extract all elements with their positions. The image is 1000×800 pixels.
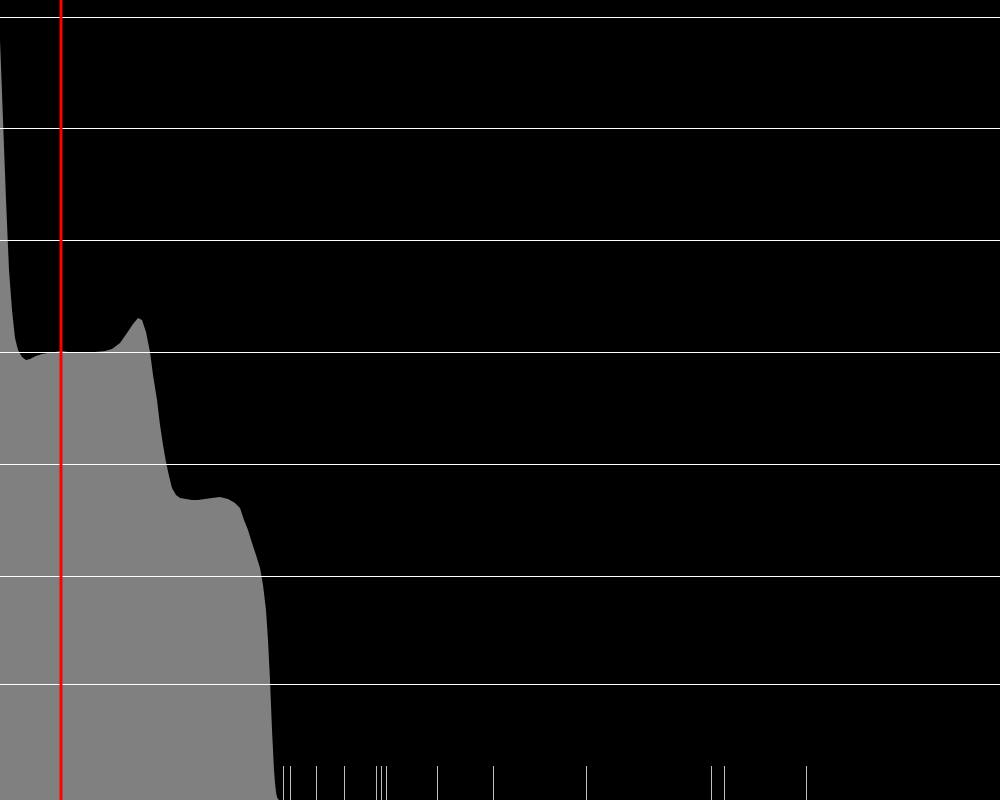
histogram-area [0,40,1000,800]
bottom-ticks [283,766,807,800]
histogram-area-path [0,40,1000,800]
gridlines [0,17,1000,685]
